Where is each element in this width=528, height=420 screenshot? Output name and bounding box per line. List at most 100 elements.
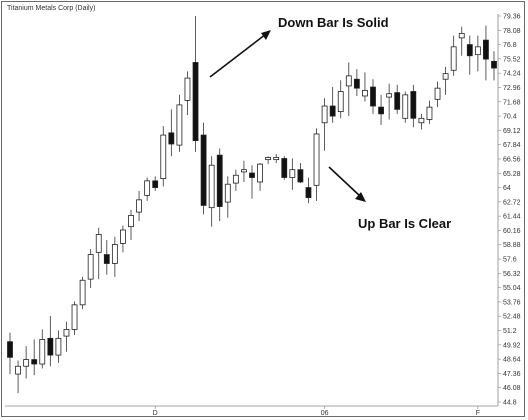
candle xyxy=(474,35,481,72)
candle xyxy=(208,156,215,227)
candle xyxy=(144,177,151,201)
y-tick-label: 46.08 xyxy=(503,385,521,392)
candle xyxy=(483,25,489,81)
candle xyxy=(176,94,183,152)
candle-body-up xyxy=(160,134,167,180)
candle xyxy=(434,81,441,108)
y-tick-label: 60.16 xyxy=(503,228,521,235)
candle xyxy=(337,80,344,119)
candle-body-down xyxy=(305,187,312,199)
candle xyxy=(394,84,401,114)
y-tick-label: 64 xyxy=(503,185,511,192)
candle-body-up xyxy=(208,164,215,209)
candle-body-up xyxy=(184,77,191,101)
candle xyxy=(345,62,352,117)
y-tick-label: 61.44 xyxy=(503,214,521,221)
candle-body-up xyxy=(458,33,465,39)
candle-body-up xyxy=(136,199,142,213)
candle-body-up xyxy=(265,156,272,161)
candle-body-down xyxy=(466,44,473,57)
candle-body-down xyxy=(47,337,54,356)
candle xyxy=(370,79,376,114)
candle-body-down xyxy=(168,132,175,145)
candle xyxy=(95,227,102,280)
candle xyxy=(321,98,328,151)
candle-body-up xyxy=(111,244,118,264)
candle xyxy=(15,360,21,394)
candle-body-up xyxy=(232,174,239,184)
candle xyxy=(491,51,497,81)
candle-body-up xyxy=(362,89,368,97)
y-tick-label: 75.52 xyxy=(503,56,521,63)
x-axis: D 06 F xyxy=(153,406,480,417)
candle-body-up xyxy=(450,46,457,71)
candle-body-down xyxy=(216,154,223,207)
y-tick-label: 53.76 xyxy=(503,299,521,306)
candle-body-up xyxy=(337,91,344,113)
chart-title: Titanium Metals Corp (Daily) xyxy=(7,5,95,12)
candle xyxy=(249,165,255,199)
candle xyxy=(241,160,247,182)
candle xyxy=(329,87,336,123)
candle xyxy=(47,315,54,367)
annotation-up-arrowhead xyxy=(355,192,366,202)
candle xyxy=(418,113,425,130)
y-tick-label: 74.24 xyxy=(503,71,521,78)
candle-body-up xyxy=(224,183,231,203)
candle-body-up xyxy=(442,73,449,80)
candle xyxy=(55,330,62,363)
candle xyxy=(362,72,368,102)
candle-body-up xyxy=(120,229,126,244)
candle-body-down xyxy=(410,91,417,119)
candle-body-down xyxy=(394,92,401,110)
candle-body-down xyxy=(329,105,336,117)
candle xyxy=(23,346,30,379)
y-tick-label: 66.56 xyxy=(503,156,521,163)
candle-body-up xyxy=(71,304,78,330)
candle-body-up xyxy=(273,156,280,161)
y-tick-label: 72.96 xyxy=(503,85,521,92)
candle xyxy=(200,122,207,215)
candle xyxy=(63,321,70,352)
candle-body-up xyxy=(23,359,30,367)
candle-body-down xyxy=(491,60,497,69)
candle xyxy=(136,190,142,222)
candle xyxy=(160,126,167,187)
y-tick-label: 44.8 xyxy=(503,400,517,407)
candle xyxy=(378,94,384,126)
y-tick-label: 49.92 xyxy=(503,342,521,349)
y-tick-label: 56.32 xyxy=(503,271,521,278)
candle-body-down xyxy=(378,106,384,115)
y-axis: 79.36 78.08 76.8 75.52 74.24 72.96 71.68 70.4 69… xyxy=(498,14,521,407)
candle xyxy=(265,156,272,165)
candle-body-up xyxy=(79,279,86,306)
candle-body-up xyxy=(426,106,433,120)
candle-body-up xyxy=(55,337,62,356)
candle-body-down xyxy=(297,169,304,183)
candle-body-down xyxy=(281,158,288,178)
candle-body-down xyxy=(249,172,255,178)
annotation-down-arrowhead xyxy=(261,30,271,40)
candle xyxy=(39,329,46,369)
candle xyxy=(31,339,38,376)
y-tick-label: 79.36 xyxy=(503,14,521,21)
candle-body-up xyxy=(144,180,151,196)
candle xyxy=(313,128,320,201)
y-tick-label: 70.4 xyxy=(503,114,517,121)
y-tick-label: 52.48 xyxy=(503,314,521,321)
y-tick-label: 48.64 xyxy=(503,357,521,364)
candle xyxy=(458,26,465,56)
candle-body-up xyxy=(176,104,183,146)
candle xyxy=(168,109,175,157)
candle xyxy=(192,16,199,152)
candle xyxy=(297,162,304,184)
candle-body-up xyxy=(402,94,409,119)
y-tick-label: 62.72 xyxy=(503,199,521,206)
candle-body-up xyxy=(39,339,46,365)
candle-body-down xyxy=(31,359,38,365)
candle xyxy=(71,301,78,335)
candle xyxy=(103,240,110,275)
candle xyxy=(232,169,239,191)
x-tick-label: 06 xyxy=(321,410,329,417)
